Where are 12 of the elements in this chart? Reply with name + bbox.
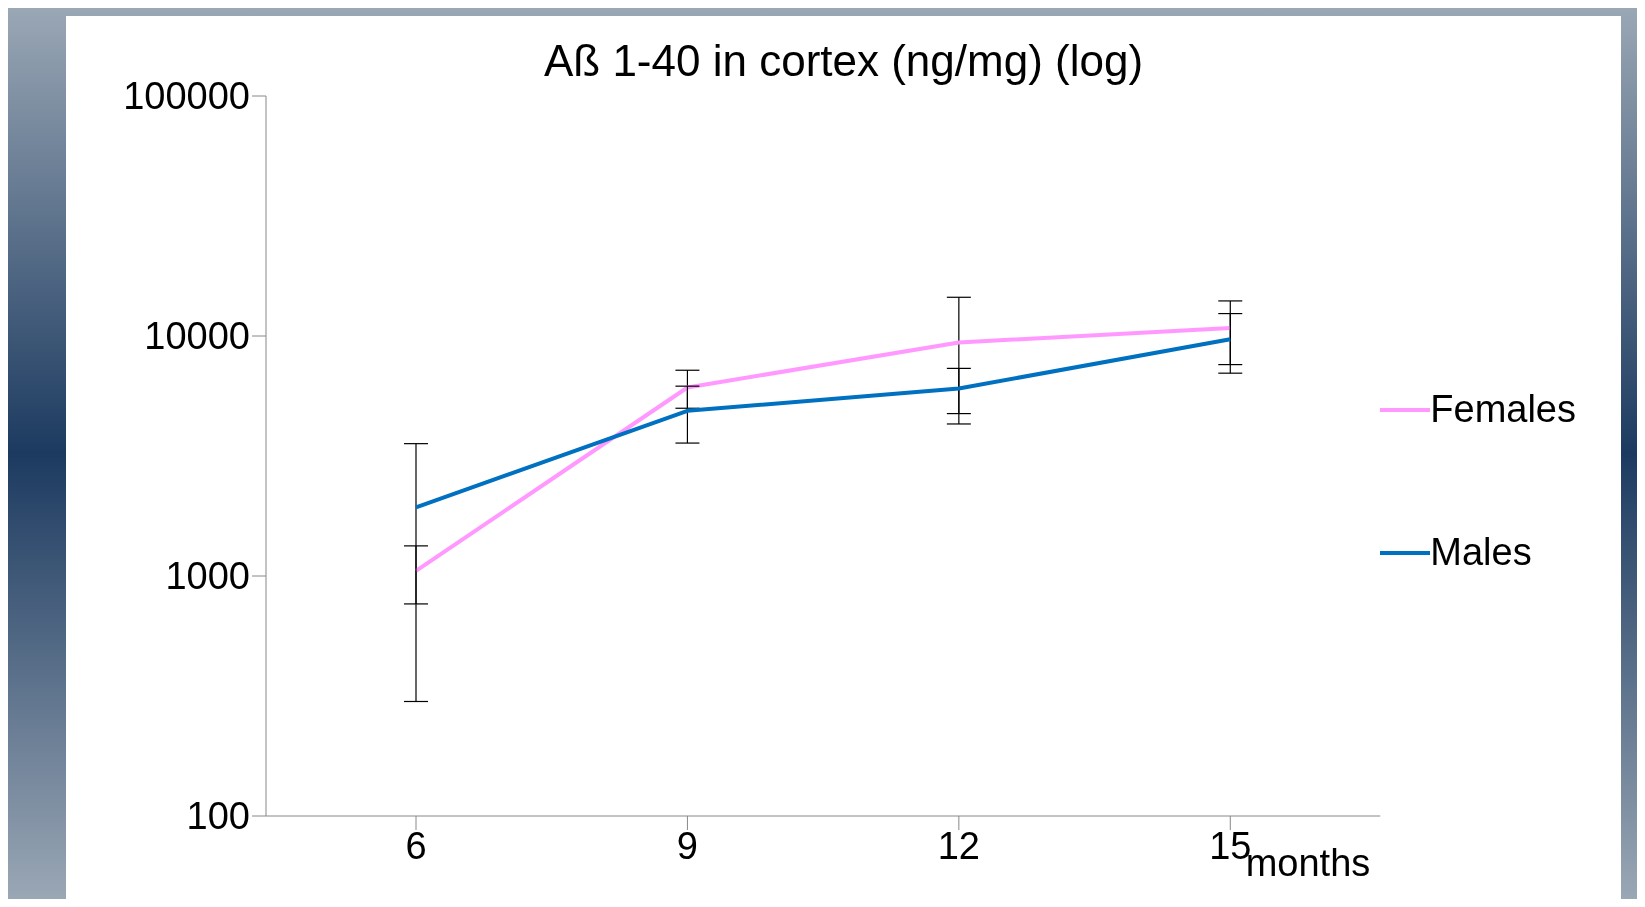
x-tick-label: 12 <box>937 824 980 867</box>
y-tick-label: 10000 <box>144 315 250 358</box>
x-tick-label: 9 <box>676 824 698 867</box>
y-tick-label: 100 <box>186 795 250 838</box>
line-series <box>414 337 1233 510</box>
legend-label: Males <box>1430 531 1532 574</box>
line-series <box>414 325 1233 573</box>
x-tick-label: 6 <box>405 824 427 867</box>
y-tick-label: 100000 <box>123 75 250 118</box>
legend-label: Females <box>1430 388 1576 431</box>
chart-title: Aß 1-40 in cortex (ng/mg) (log) <box>543 36 1144 85</box>
y-tick-label: 1000 <box>165 555 250 598</box>
